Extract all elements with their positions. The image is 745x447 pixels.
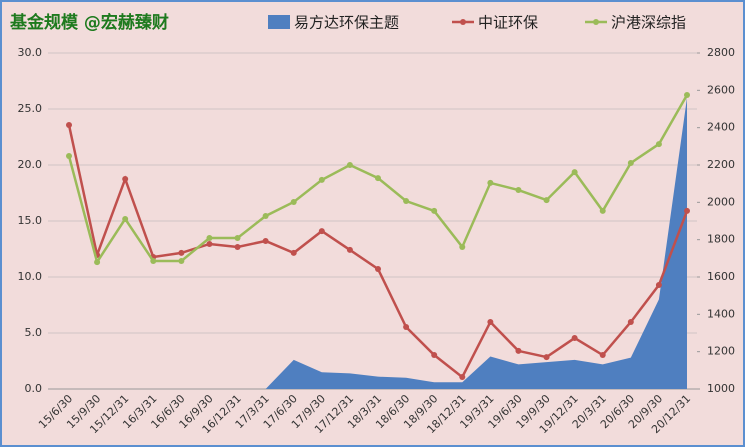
- y-tick-label: 20.0: [18, 158, 43, 171]
- point: [684, 207, 690, 214]
- point: [122, 215, 129, 222]
- point: [627, 318, 634, 325]
- y2-tick-label: 2200: [707, 158, 735, 171]
- point: [487, 179, 494, 186]
- y2-tick-label: 1600: [707, 270, 735, 283]
- point: [178, 249, 185, 256]
- y2-tick-label: 1400: [707, 307, 735, 320]
- point: [122, 176, 129, 182]
- point: [234, 243, 241, 250]
- point: [234, 234, 241, 241]
- point: [543, 197, 550, 204]
- point: [431, 207, 438, 214]
- point: [318, 176, 325, 183]
- legend-marker: [460, 19, 466, 25]
- point: [346, 246, 353, 253]
- legend-swatch: [268, 15, 290, 29]
- point: [684, 92, 690, 98]
- y2-tick-label: 2800: [707, 46, 735, 59]
- point: [571, 169, 578, 176]
- point: [459, 243, 466, 250]
- y-tick-label: 5.0: [25, 326, 43, 339]
- legend-label: 中证环保: [478, 14, 538, 32]
- point: [627, 159, 634, 166]
- y-tick-label: 25.0: [18, 102, 43, 115]
- point: [290, 198, 297, 205]
- point: [318, 228, 325, 235]
- y2-tick-label: 2000: [707, 195, 735, 208]
- point: [599, 352, 606, 359]
- point: [206, 234, 213, 241]
- y2-tick-label: 1200: [707, 345, 735, 358]
- point: [262, 212, 269, 219]
- point: [515, 347, 522, 354]
- y2-tick-label: 1000: [707, 382, 735, 395]
- point: [375, 175, 381, 182]
- point: [94, 259, 101, 266]
- point: [150, 257, 157, 264]
- point: [66, 122, 72, 129]
- area: [265, 97, 687, 390]
- point: [487, 318, 494, 325]
- point: [655, 282, 662, 289]
- point: [599, 207, 606, 214]
- point: [66, 153, 72, 160]
- y-tick-label: 10.0: [18, 270, 43, 283]
- chart-title: 基金规模 @宏赫臻财: [9, 12, 169, 33]
- point: [346, 162, 353, 168]
- point: [655, 141, 662, 148]
- point: [543, 354, 550, 361]
- legend-label: 沪港深综指: [611, 14, 686, 32]
- point: [403, 198, 410, 205]
- point: [178, 257, 185, 264]
- point: [290, 249, 297, 256]
- point: [403, 324, 410, 331]
- point: [431, 352, 438, 359]
- y2-tick-label: 1800: [707, 233, 735, 246]
- legend-label: 易方达环保主题: [294, 14, 399, 32]
- legend-marker: [593, 19, 599, 25]
- point: [459, 374, 466, 381]
- y-tick-label: 0.0: [25, 382, 43, 395]
- point: [206, 240, 213, 247]
- y2-tick-label: 2600: [707, 83, 735, 96]
- y2-tick-label: 2400: [707, 121, 735, 134]
- point: [375, 265, 381, 272]
- point: [571, 335, 578, 342]
- y-tick-label: 30.0: [18, 46, 43, 59]
- y-tick-label: 15.0: [18, 214, 43, 227]
- point: [262, 237, 269, 244]
- point: [515, 187, 522, 194]
